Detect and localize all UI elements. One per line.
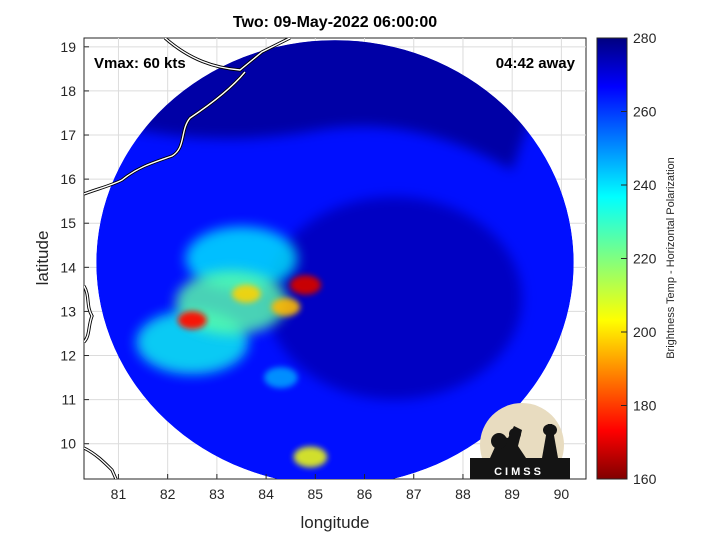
x-tick-label: 85 [308, 486, 324, 502]
tb-feature [232, 284, 261, 303]
tb-feature [293, 446, 328, 468]
x-tick-label: 82 [160, 486, 176, 502]
colorbar-label: Brightness Temp - Horizontal Polarizatio… [665, 157, 677, 359]
colorbar-tick-label: 220 [633, 251, 657, 267]
y-tick-label: 10 [60, 436, 76, 452]
tb-feature [271, 298, 301, 317]
tb-feature [177, 311, 207, 330]
x-tick-label: 84 [258, 486, 274, 502]
y-axis-ticks: 10 11 12 13 14 15 16 17 18 19 [60, 39, 89, 452]
y-tick-label: 13 [60, 303, 76, 319]
x-tick-label: 83 [209, 486, 225, 502]
y-tick-label: 15 [60, 215, 76, 231]
x-tick-label: 87 [406, 486, 422, 502]
cimss-logo: CIMSS [470, 403, 570, 479]
x-tick-label: 81 [111, 486, 127, 502]
colorbar-ticks: 160 180 200 220 240 260 280 [621, 30, 657, 487]
colorbar: 160 180 200 220 240 260 280 Brightness Temp - … [596, 30, 677, 487]
eye-region [266, 196, 523, 400]
x-tick-label: 89 [504, 486, 520, 502]
vmax-annotation: Vmax: 60 kts [94, 55, 186, 72]
colorbar-tick-label: 160 [633, 471, 657, 487]
colorbar-tick-label: 280 [633, 30, 657, 46]
y-tick-label: 11 [61, 392, 76, 408]
colorbar-tick-label: 180 [633, 398, 657, 414]
y-tick-label: 12 [60, 348, 76, 364]
y-tick-label: 17 [60, 127, 76, 143]
colorbar-tick-label: 200 [633, 324, 657, 340]
y-tick-label: 18 [60, 83, 76, 99]
colorbar-tick-label: 240 [633, 177, 657, 193]
chart-title: Two: 09-May-2022 06:00:00 [233, 14, 437, 31]
x-axis-label: longitude [300, 513, 369, 532]
x-tick-label: 88 [455, 486, 471, 502]
x-tick-label: 90 [554, 486, 570, 502]
coastline [84, 38, 291, 479]
convective-features [136, 226, 328, 468]
y-axis-label: latitude [33, 231, 52, 286]
tb-feature [264, 367, 298, 389]
logo-text: CIMSS [494, 466, 544, 478]
tb-feature [289, 275, 322, 295]
time-away-annotation: 04:42 away [496, 55, 576, 72]
y-tick-label: 14 [60, 259, 76, 275]
x-tick-label: 86 [357, 486, 373, 502]
y-tick-label: 19 [60, 39, 76, 55]
colorbar-tick-label: 260 [633, 104, 657, 120]
y-tick-label: 16 [60, 171, 76, 187]
